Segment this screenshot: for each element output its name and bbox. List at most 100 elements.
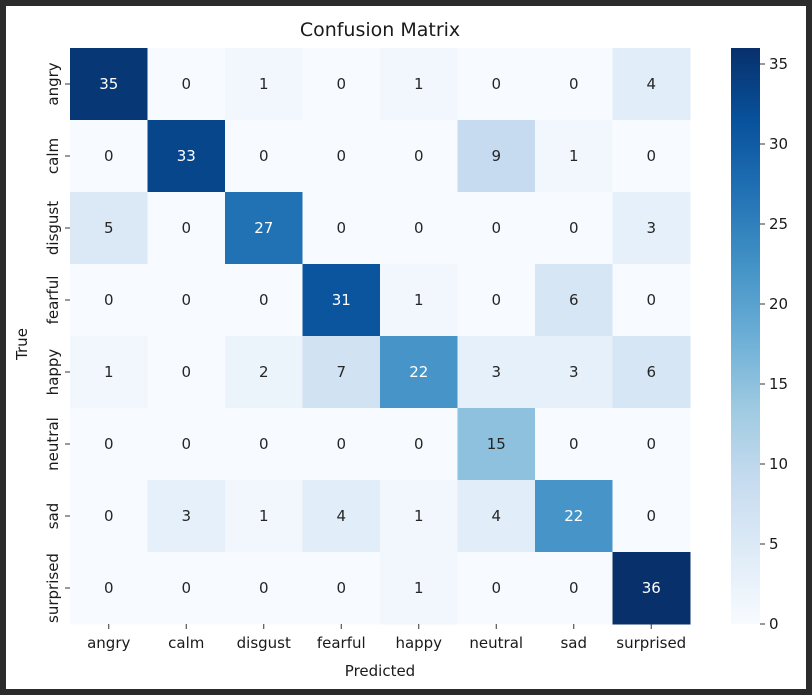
- cell-annotation: 0: [491, 219, 501, 237]
- heatmap-cell: [147, 264, 226, 337]
- y-tick-label: calm: [44, 138, 62, 174]
- y-axis: angry calm disgust fearful happy neutral sad su…: [44, 62, 70, 623]
- heatmap-cell: [457, 408, 536, 481]
- cell-annotation: 0: [181, 579, 191, 597]
- heatmap-cell: [380, 48, 458, 121]
- cell-annotation: 2: [259, 363, 269, 381]
- heatmap-cell: [302, 336, 381, 409]
- heatmap-cell: [380, 120, 458, 193]
- cell-annotation: 1: [414, 291, 424, 309]
- cell-annotation: 0: [336, 579, 346, 597]
- cell-annotation: 1: [259, 507, 269, 525]
- cell-annotation: 0: [259, 291, 269, 309]
- heatmap-cell: [70, 192, 148, 265]
- heatmap-cell: [457, 552, 536, 625]
- x-tick-label: disgust: [237, 634, 291, 652]
- heatmap-cell: [612, 120, 691, 193]
- heatmap-cell: [380, 264, 458, 337]
- heatmap-cell: [225, 480, 303, 553]
- cell-annotation: 0: [259, 435, 269, 453]
- colorbar-tick-label: 10: [769, 455, 788, 473]
- heatmap-cell: [612, 264, 691, 337]
- heatmap-cell: [380, 408, 458, 481]
- heatmap-cell: [380, 192, 458, 265]
- cell-annotation: 0: [646, 435, 656, 453]
- heatmap-cell: [225, 408, 303, 481]
- heatmap-cell: [535, 552, 613, 625]
- cell-annotations: 35 0 1 0 1 0 0 40 33 0 0 0 9 1 05 0 27 0 0 0 0 30 0 0 31 1 0 6 01 0 2 7…: [99, 75, 661, 597]
- cell-annotation: 1: [414, 579, 424, 597]
- colorbar-ticks: 0 5 10 15 20 25 30 35: [760, 55, 788, 633]
- y-axis-label: True: [13, 328, 31, 361]
- heatmap-cell: [225, 192, 303, 265]
- colorbar-tick-label: 35: [769, 55, 788, 73]
- y-tick-label: fearful: [44, 276, 62, 325]
- cell-annotation: 0: [181, 75, 191, 93]
- x-axis: angry calm disgust fearful happy neutral sad su…: [87, 624, 686, 652]
- y-tick-label: neutral: [44, 417, 62, 471]
- cell-annotation: 3: [569, 363, 579, 381]
- heatmap-cell: [302, 480, 381, 553]
- cell-annotation: 0: [259, 147, 269, 165]
- x-tick-label: happy: [395, 634, 442, 652]
- cell-annotation: 33: [177, 147, 196, 165]
- heatmap-cell: [380, 336, 458, 409]
- cell-annotation: 0: [646, 147, 656, 165]
- colorbar-tick-label: 25: [769, 215, 788, 233]
- cell-annotation: 31: [332, 291, 351, 309]
- x-tick-label: angry: [87, 634, 130, 652]
- heatmap-cells: [70, 48, 691, 625]
- colorbar-tick-label: 0: [769, 615, 779, 633]
- x-tick-label: neutral: [469, 634, 523, 652]
- cell-annotation: 0: [181, 219, 191, 237]
- x-axis-label: Predicted: [345, 662, 415, 680]
- heatmap-cell: [225, 336, 303, 409]
- heatmap-cell: [147, 192, 226, 265]
- cell-annotation: 35: [99, 75, 118, 93]
- heatmap-cell: [612, 48, 691, 121]
- heatmap-cell: [457, 192, 536, 265]
- cell-annotation: 0: [104, 435, 114, 453]
- cell-annotation: 0: [569, 579, 579, 597]
- heatmap-cell: [302, 264, 381, 337]
- heatmap-cell: [380, 552, 458, 625]
- heatmap-cell: [70, 336, 148, 409]
- cell-annotation: 0: [336, 75, 346, 93]
- x-tick-label: calm: [168, 634, 204, 652]
- cell-annotation: 0: [491, 291, 501, 309]
- y-tick-label: disgust: [44, 201, 62, 255]
- heatmap-cell: [457, 480, 536, 553]
- x-tick-label: fearful: [317, 634, 366, 652]
- colorbar-tick-label: 30: [769, 135, 788, 153]
- heatmap-cell: [535, 264, 613, 337]
- heatmap-cell: [225, 264, 303, 337]
- heatmap-cell: [302, 120, 381, 193]
- cell-annotation: 4: [336, 507, 346, 525]
- cell-annotation: 1: [414, 507, 424, 525]
- heatmap-cell: [457, 48, 536, 121]
- cell-annotation: 1: [104, 363, 114, 381]
- heatmap-cell: [380, 480, 458, 553]
- heatmap-cell: [147, 552, 226, 625]
- cell-annotation: 0: [491, 579, 501, 597]
- cell-annotation: 1: [569, 147, 579, 165]
- y-tick-label: sad: [44, 503, 62, 530]
- cell-annotation: 0: [646, 507, 656, 525]
- cell-annotation: 15: [487, 435, 506, 453]
- cell-annotation: 1: [259, 75, 269, 93]
- heatmap-cell: [225, 552, 303, 625]
- cell-annotation: 3: [181, 507, 191, 525]
- cell-annotation: 0: [569, 75, 579, 93]
- cell-annotation: 22: [409, 363, 428, 381]
- cell-annotation: 0: [104, 507, 114, 525]
- heatmap-cell: [70, 480, 148, 553]
- cell-annotation: 0: [259, 579, 269, 597]
- cell-annotation: 5: [104, 219, 114, 237]
- cell-annotation: 0: [646, 291, 656, 309]
- cell-annotation: 9: [491, 147, 501, 165]
- cell-annotation: 0: [181, 435, 191, 453]
- colorbar-tick-label: 15: [769, 375, 788, 393]
- heatmap-cell: [612, 408, 691, 481]
- cell-annotation: 0: [491, 75, 501, 93]
- heatmap-cell: [302, 192, 381, 265]
